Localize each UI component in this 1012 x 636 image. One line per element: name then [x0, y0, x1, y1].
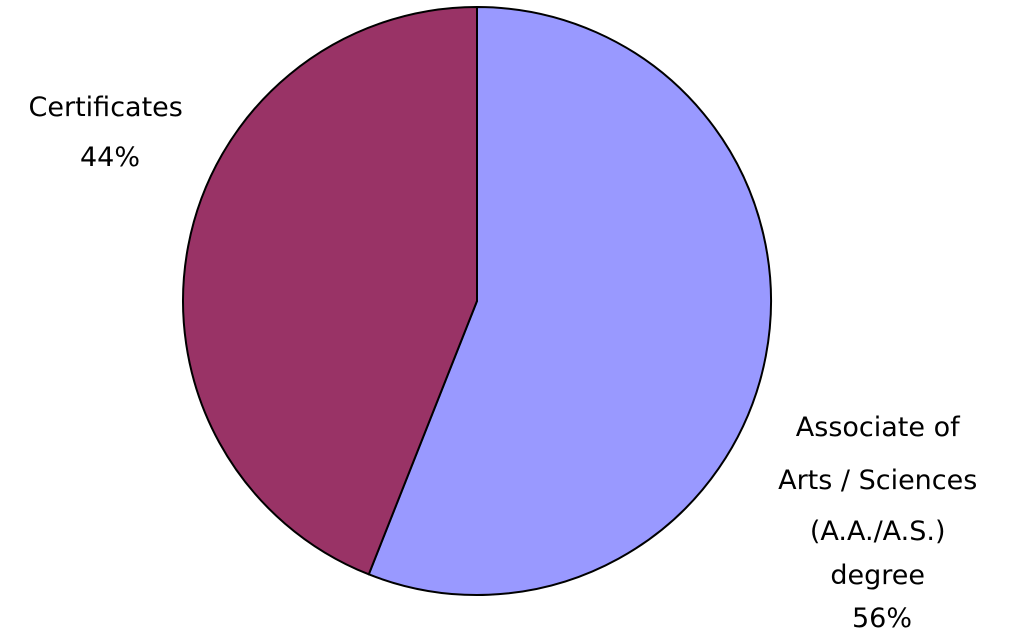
- slice-label-line: Certificates: [29, 92, 183, 123]
- slice-percent-label: 44%: [80, 142, 140, 173]
- slices-layer: [182, 6, 772, 596]
- slice-label-certificates: Certificates 44%: [29, 92, 192, 173]
- labels-layer: Associate of Arts / Sciences (A.A./A.S.)…: [29, 92, 986, 634]
- pie-slice-certificates: [182, 6, 478, 576]
- pie-slice-associate-of-arts-sciences-a-a-a-s-degree: [367, 6, 772, 596]
- slice-label-line: (A.A./A.S.): [810, 516, 946, 547]
- slice-label-line: Associate of: [796, 412, 961, 443]
- slice-label-associate-degree: Associate of Arts / Sciences (A.A./A.S.)…: [778, 412, 986, 632]
- slice-label-line: Arts / Sciences: [778, 465, 977, 496]
- slice-label-line: degree: [830, 560, 925, 591]
- slice-percent-label: 56%: [852, 603, 912, 632]
